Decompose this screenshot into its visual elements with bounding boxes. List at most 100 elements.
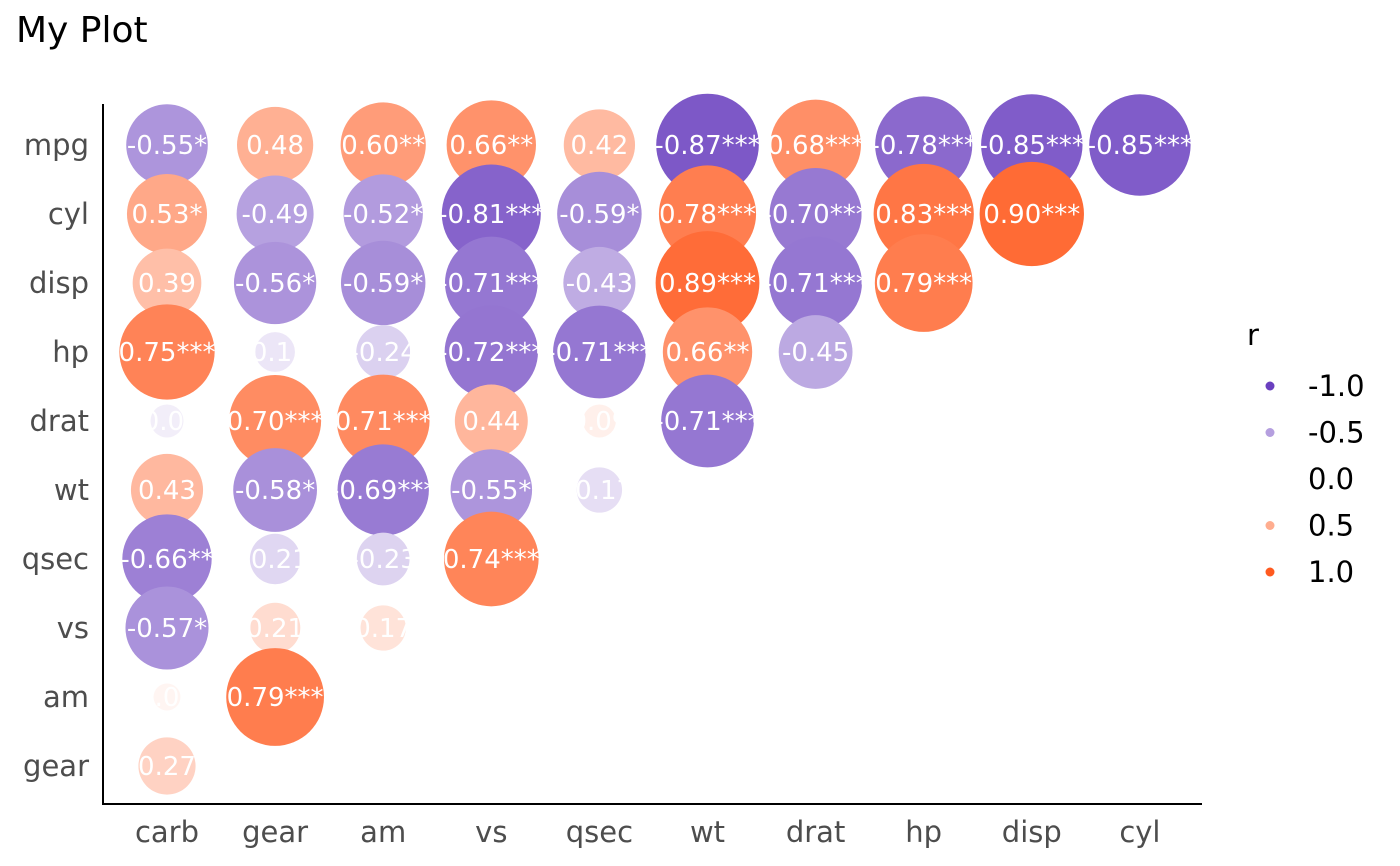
bubble-label-carb-cyl: 0.53* <box>132 200 203 230</box>
bubble-qsec-disp <box>563 246 636 320</box>
bubble-carb-wt <box>130 453 204 527</box>
bubble-gear-cyl <box>236 175 314 253</box>
legend-key--1.0 <box>1265 381 1275 391</box>
y-tick-mpg: mpg <box>24 128 89 162</box>
bubble-label-vs-mpg: 0.66** <box>449 131 533 161</box>
y-tick-disp: disp <box>29 266 89 300</box>
y-tick-wt: wt <box>54 473 89 507</box>
bubble-gear-wt <box>233 448 317 532</box>
bubble-label-qsec-hp: -0.71*** <box>546 338 652 368</box>
legend-label--0.5: -0.5 <box>1308 416 1365 450</box>
bubble-label-gear-hp: -0.13 <box>241 338 308 368</box>
bubble-label-gear-qsec: -0.21 <box>241 545 308 575</box>
bubble-gear-disp <box>233 241 317 325</box>
bubble-disp-cyl <box>979 161 1084 267</box>
bubble-wt-disp <box>655 231 760 335</box>
bubble-label-vs-cyl: -0.81*** <box>438 200 544 230</box>
bubble-qsec-wt <box>576 467 623 513</box>
x-tick-labels: carb gear am vs qsec wt drat hp disp cyl <box>135 815 1161 849</box>
y-tick-cyl: cyl <box>48 197 89 231</box>
bubble-label-gear-mpg: 0.48 <box>246 131 304 161</box>
y-tick-qsec: qsec <box>22 542 89 576</box>
bubble-gear-drat <box>229 374 322 468</box>
x-tick-hp: hp <box>905 815 942 849</box>
bubble-qsec-mpg <box>563 109 636 181</box>
bubble-carb-cyl <box>126 173 208 255</box>
bubble-label-vs-qsec: 0.74*** <box>443 545 540 575</box>
bubble-hp-cyl <box>873 163 974 265</box>
bubble-carb-drat <box>150 404 184 438</box>
bubble-label-am-disp: -0.59* <box>343 269 423 299</box>
bubble-vs-wt <box>450 449 533 531</box>
bubble-label-qsec-cyl: -0.59* <box>559 200 639 230</box>
x-tick-disp: disp <box>1002 815 1062 849</box>
bubble-label-drat-cyl: -0.70*** <box>762 200 868 230</box>
bubble-label-carb-disp: 0.39 <box>138 269 196 299</box>
bubble-label-cyl-mpg: -0.85*** <box>1087 131 1193 161</box>
y-tick-am: am <box>43 680 89 714</box>
bubble-carb-hp <box>119 304 215 400</box>
bubble-label-drat-hp: -0.45 <box>782 338 849 368</box>
bubble-vs-cyl <box>441 164 541 264</box>
bubble-label-gear-cyl: -0.49 <box>241 200 308 230</box>
bubble-label-hp-disp: 0.79*** <box>875 269 972 299</box>
bubble-label-am-wt: -0.69*** <box>330 476 436 506</box>
bubble-carb-qsec <box>122 514 212 604</box>
bubble-label-wt-hp: 0.66** <box>666 338 750 368</box>
bubble-label-am-hp: -0.24 <box>350 338 417 368</box>
bubble-label-drat-mpg: 0.68*** <box>767 131 864 161</box>
x-tick-drat: drat <box>786 815 845 849</box>
bubble-label-carb-vs: -0.57* <box>127 614 207 644</box>
bubble-gear-hp <box>255 332 295 372</box>
bubble-qsec-cyl <box>557 171 642 257</box>
bubble-label-gear-am: 0.79*** <box>227 683 324 713</box>
bubble-label-wt-drat: -0.71*** <box>654 407 760 437</box>
legend-label-1.0: 1.0 <box>1308 555 1354 589</box>
bubble-label-drat-disp: -0.71*** <box>762 269 868 299</box>
bubble-qsec-hp <box>553 305 646 399</box>
bubble-am-disp <box>340 240 426 326</box>
bubble-label-hp-mpg: -0.78*** <box>871 131 977 161</box>
bubble-layer <box>119 93 1191 795</box>
legend-title: r <box>1247 318 1259 352</box>
bubble-label-wt-mpg: -0.87*** <box>654 131 760 161</box>
bubble-label-gear-drat: 0.70*** <box>227 407 324 437</box>
x-tick-qsec: qsec <box>566 815 633 849</box>
bubble-label-carb-wt: 0.43 <box>138 476 196 506</box>
legend-label--1.0: -1.0 <box>1308 369 1365 403</box>
bubble-am-cyl <box>343 174 423 254</box>
bubble-label-carb-am: 0.06 <box>138 683 196 713</box>
bubble-drat-cyl <box>769 167 862 261</box>
legend: r -1.0 -0.5 0.0 0.5 1.0 <box>1247 318 1365 589</box>
bubble-vs-hp <box>444 305 538 399</box>
bubble-drat-hp <box>778 315 853 389</box>
x-tick-gear: gear <box>242 815 308 849</box>
bubble-label-carb-hp: 0.75*** <box>119 338 216 368</box>
bubble-label-am-qsec: -0.23 <box>350 545 417 575</box>
y-tick-drat: drat <box>30 404 89 438</box>
x-tick-carb: carb <box>135 815 199 849</box>
bubble-label-vs-drat: 0.44 <box>462 407 520 437</box>
bubble-label-vs-disp: -0.71*** <box>438 269 544 299</box>
bubble-vs-qsec <box>443 511 539 607</box>
x-tick-cyl: cyl <box>1119 815 1160 849</box>
y-tick-hp: hp <box>52 335 89 369</box>
bubble-label-am-vs: 0.17 <box>354 614 412 644</box>
x-tick-vs: vs <box>475 815 507 849</box>
bubble-hp-disp <box>874 234 973 332</box>
legend-key-0.5 <box>1265 521 1275 530</box>
bubble-label-vs-wt: -0.55* <box>451 476 531 506</box>
bubble-drat-disp <box>769 236 862 330</box>
bubble-label-carb-drat: -0.09 <box>133 407 200 437</box>
bubble-gear-am <box>226 648 324 746</box>
bubble-carb-disp <box>132 248 202 318</box>
bubble-wt-mpg <box>656 93 759 197</box>
bubble-vs-disp <box>444 236 538 330</box>
bubble-am-drat <box>336 374 430 468</box>
y-tick-labels: mpg cyl disp hp drat wt qsec vs am gear <box>22 128 89 783</box>
bubble-am-hp <box>356 325 411 379</box>
bubble-gear-qsec <box>249 533 301 585</box>
bubble-label-vs-hp: -0.72*** <box>438 338 544 368</box>
bubble-carb-am <box>153 683 181 711</box>
